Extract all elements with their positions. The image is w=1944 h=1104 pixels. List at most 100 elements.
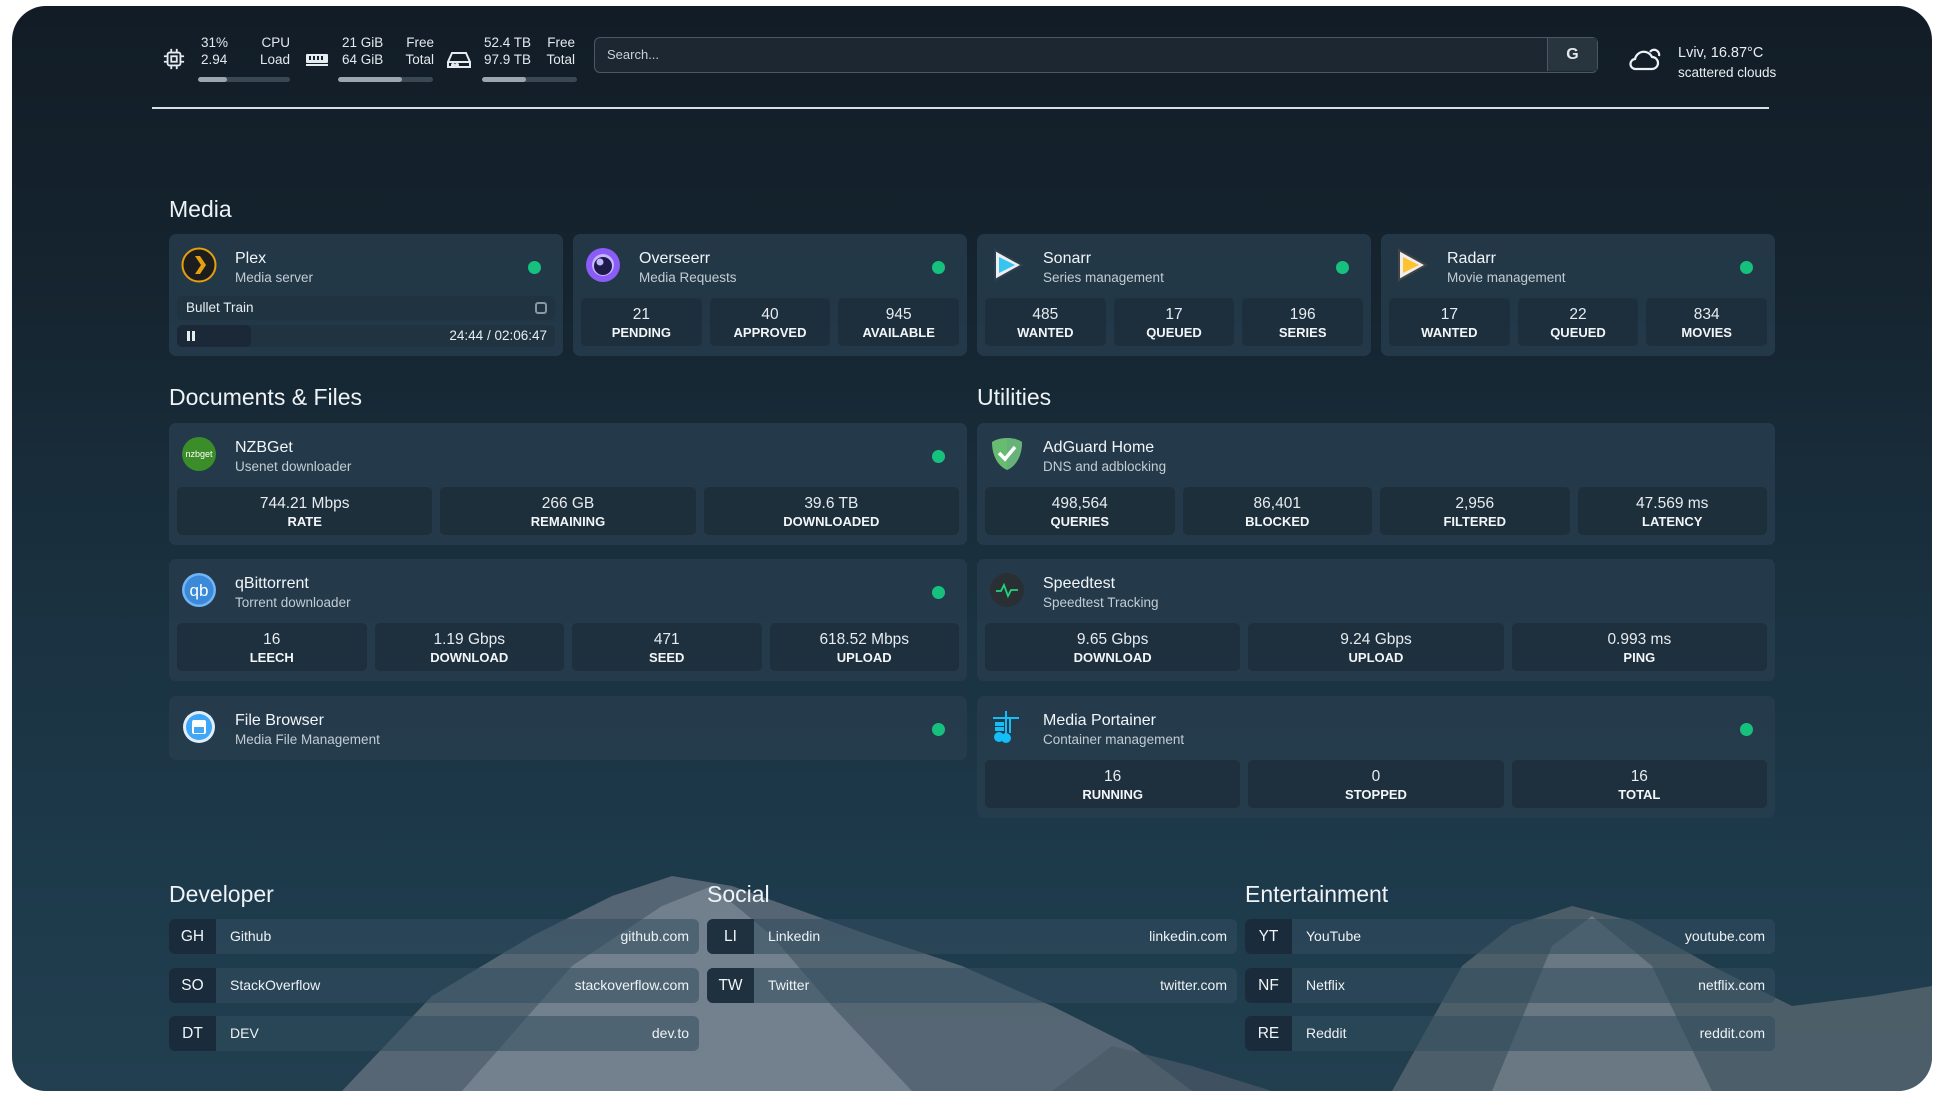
service-card-sonarr[interactable]: Sonarr Series management 485 WANTED 17 QUEUED… bbox=[977, 234, 1371, 356]
stat-queued: 17 QUEUED bbox=[1113, 298, 1235, 346]
now-playing-row[interactable]: Bullet Train bbox=[177, 296, 555, 320]
stat-label: RUNNING bbox=[1082, 787, 1143, 802]
stat-upload: 618.52 Mbps UPLOAD bbox=[769, 623, 959, 671]
stat-stopped: 0 STOPPED bbox=[1248, 760, 1504, 808]
status-online-indicator bbox=[932, 723, 945, 736]
plex-icon bbox=[181, 247, 217, 283]
stats-row: 17 WANTED 22 QUEUED 834 MOVIES bbox=[1389, 298, 1768, 346]
stat-download: 9.65 Gbps DOWNLOAD bbox=[985, 623, 1241, 671]
card-subtitle: Container management bbox=[1043, 732, 1185, 747]
link-reddit[interactable]: RE Reddit reddit.com bbox=[1245, 1016, 1775, 1051]
stat-label: UPLOAD bbox=[1348, 650, 1404, 665]
card-title: Sonarr bbox=[1043, 250, 1092, 267]
stat-label: AVAILABLE bbox=[862, 325, 935, 340]
link-abbreviation: DT bbox=[169, 1016, 216, 1051]
memory-icon bbox=[305, 51, 329, 72]
link-abbreviation: SO bbox=[169, 967, 216, 1003]
card-subtitle: Media server bbox=[235, 270, 314, 285]
file-browser-icon bbox=[181, 709, 217, 745]
search-input[interactable]: Search... G bbox=[594, 37, 1598, 73]
status-online-indicator bbox=[1740, 723, 1753, 736]
stat-value: 9.65 Gbps bbox=[1076, 631, 1149, 648]
card-title: Media Portainer bbox=[1043, 712, 1156, 729]
stat-value: 945 bbox=[885, 306, 912, 323]
link-youtube[interactable]: YT YouTube youtube.com bbox=[1245, 919, 1775, 954]
cpu-labels: CPU Load bbox=[258, 34, 290, 68]
stat-remaining: 266 GB REMAINING bbox=[440, 487, 696, 535]
card-subtitle: Series management bbox=[1043, 270, 1164, 285]
stat-download: 1.19 Gbps DOWNLOAD bbox=[374, 623, 564, 671]
link-name: Twitter bbox=[768, 976, 810, 993]
disk-labels: Free Total bbox=[543, 34, 575, 68]
link-dev[interactable]: DT DEV dev.to bbox=[169, 1016, 699, 1051]
link-url: reddit.com bbox=[1699, 1025, 1765, 1041]
cpu-usage-fill bbox=[198, 77, 227, 82]
link-abbreviation: NF bbox=[1245, 967, 1292, 1003]
link-name: StackOverflow bbox=[230, 976, 321, 993]
stat-label: BLOCKED bbox=[1245, 514, 1310, 529]
stat-value: 17 bbox=[1165, 306, 1183, 323]
card-subtitle: Speedtest Tracking bbox=[1043, 595, 1159, 610]
link-github[interactable]: GH Github github.com bbox=[169, 919, 699, 954]
stat-label: UPLOAD bbox=[836, 650, 892, 665]
service-card-speedtest[interactable]: Speedtest Speedtest Tracking 9.65 Gbps DOWN… bbox=[977, 559, 1775, 681]
service-card-radarr[interactable]: Radarr Movie management 17 WANTED 22 QUEUED 83… bbox=[1381, 234, 1775, 356]
svg-text:nzbget: nzbget bbox=[185, 449, 213, 459]
cpu-value-2: 2.94 bbox=[201, 52, 228, 67]
disk-usage-bar bbox=[482, 77, 577, 82]
pause-icon[interactable] bbox=[187, 331, 195, 341]
service-card-nzbget[interactable]: nzbget NZBGet Usenet downloader 744.21 Mbps… bbox=[169, 423, 967, 545]
stat-label: DOWNLOAD bbox=[1073, 650, 1152, 665]
memory-labels: Free Total bbox=[402, 34, 434, 68]
link-netflix[interactable]: NF Netflix netflix.com bbox=[1245, 967, 1775, 1003]
service-card-qbittorrent[interactable]: qb qBittorrent Torrent downloader 16 LEECH 1.… bbox=[169, 559, 967, 681]
stat-label: PENDING bbox=[611, 325, 671, 340]
playback-progress[interactable]: 24:44 / 02:06:47 bbox=[177, 325, 555, 347]
service-card-adguard[interactable]: AdGuard Home DNS and adblocking 498,564 QUE… bbox=[977, 423, 1775, 545]
stat-label: WANTED bbox=[1421, 325, 1478, 340]
link-twitter[interactable]: TW Twitter twitter.com bbox=[707, 967, 1237, 1003]
search-google-button[interactable]: G bbox=[1547, 38, 1597, 71]
stat-label: SERIES bbox=[1278, 325, 1327, 340]
cpu-chip-icon bbox=[163, 48, 185, 75]
link-stackoverflow[interactable]: SO StackOverflow stackoverflow.com bbox=[169, 967, 699, 1003]
hard-drive-icon bbox=[447, 50, 471, 75]
memory-usage-bar bbox=[338, 77, 433, 82]
disk-usage-fill bbox=[482, 77, 526, 82]
stat-downloaded: 39.6 TB DOWNLOADED bbox=[703, 487, 959, 535]
stats-row: 21 PENDING 40 APPROVED 945 AVAILABLE bbox=[581, 298, 960, 346]
header-divider bbox=[152, 107, 1769, 109]
memory-values: 21 GiB 64 GiB bbox=[342, 34, 383, 68]
speedtest-pulse-icon bbox=[989, 572, 1025, 608]
card-subtitle: Media File Management bbox=[235, 732, 380, 747]
stat-label: DOWNLOAD bbox=[430, 650, 509, 665]
service-card-overseerr[interactable]: Overseerr Media Requests 21 PENDING 40 APPROV… bbox=[573, 234, 967, 356]
stat-wanted: 17 WANTED bbox=[1389, 298, 1510, 346]
stat-label: RATE bbox=[287, 514, 322, 529]
svg-text:qb: qb bbox=[190, 581, 209, 600]
disk-label-1: Free bbox=[547, 35, 575, 50]
service-card-filebrowser[interactable]: File Browser Media File Management bbox=[169, 696, 967, 760]
link-url: linkedin.com bbox=[1149, 928, 1227, 944]
status-online-indicator bbox=[1336, 261, 1349, 274]
stat-value: 471 bbox=[653, 631, 680, 648]
memory-label-2: Total bbox=[405, 52, 434, 67]
card-title: Overseerr bbox=[639, 250, 711, 267]
disk-value-1: 52.4 TB bbox=[484, 35, 532, 50]
stat-value: 17 bbox=[1440, 306, 1458, 323]
stat-value: 485 bbox=[1032, 306, 1059, 323]
service-card-portainer[interactable]: Media Portainer Container management 16 RUN… bbox=[977, 696, 1775, 818]
stat-value: 86,401 bbox=[1253, 495, 1301, 512]
status-online-indicator bbox=[932, 261, 945, 274]
status-online-indicator bbox=[932, 586, 945, 599]
disk-values: 52.4 TB 97.9 TB bbox=[484, 34, 531, 68]
service-card-plex[interactable]: Plex Media server Bullet Train 24:44 / 02:0… bbox=[169, 234, 563, 356]
memory-label-1: Free bbox=[406, 35, 434, 50]
link-name: DEV bbox=[230, 1025, 259, 1041]
card-title: qBittorrent bbox=[235, 575, 309, 592]
link-linkedin[interactable]: LI Linkedin linkedin.com bbox=[707, 919, 1237, 954]
stat-value: 16 bbox=[1630, 768, 1648, 785]
stats-row: 485 WANTED 17 QUEUED 196 SERIES bbox=[985, 298, 1364, 346]
weather-location: Lviv, 16.87°C bbox=[1678, 45, 1764, 61]
stats-row: 16 RUNNING 0 STOPPED 16 TOTAL bbox=[985, 760, 1767, 808]
